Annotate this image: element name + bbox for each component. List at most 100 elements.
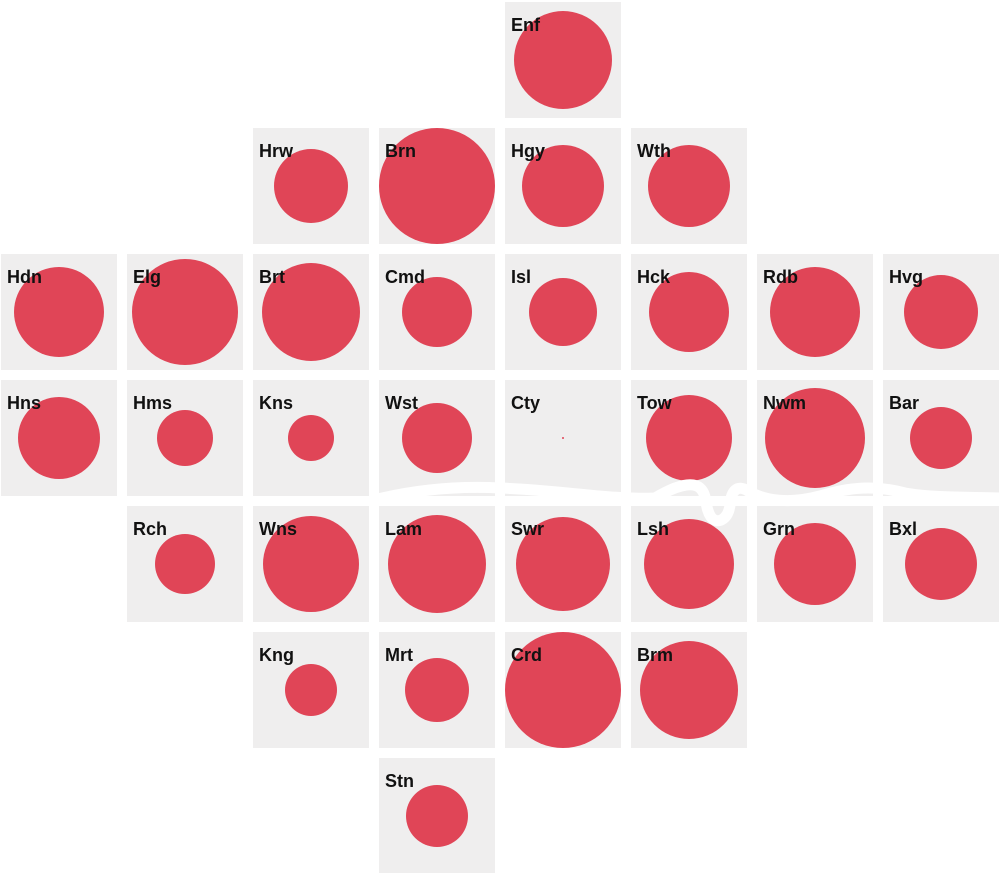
borough-bubble [646,395,732,481]
borough-label: Bar [889,393,919,413]
borough-bubble [405,658,469,722]
borough-label: Brn [385,141,416,161]
borough-label: Wst [385,393,418,413]
borough-bubble [562,437,564,439]
borough-label: Hck [637,267,671,287]
borough-tile [631,632,747,748]
borough-tile [1,380,117,496]
borough-label: Hdn [7,267,42,287]
borough-tile [253,380,369,496]
borough-label: Rdb [763,267,798,287]
borough-tile [883,506,999,622]
borough-label: Kng [259,645,294,665]
borough-tile [1,254,117,370]
borough-label: Stn [385,771,414,791]
borough-label: Enf [511,15,541,35]
borough-label: Elg [133,267,161,287]
borough-label: Tow [637,393,673,413]
borough-tile [757,254,873,370]
borough-bubble [529,278,597,346]
borough-label: Hvg [889,267,923,287]
borough-bubble [904,275,978,349]
borough-label: Isl [511,267,531,287]
borough-tile [253,254,369,370]
borough-label: Brt [259,267,285,287]
borough-bubble [905,528,977,600]
borough-tile [253,632,369,748]
borough-tile [757,506,873,622]
borough-bubble [505,632,621,748]
borough-bubble [402,403,472,473]
borough-tile [127,506,243,622]
borough-tile [379,380,495,496]
borough-bubble [157,410,213,466]
borough-bubble [910,407,972,469]
borough-tile [883,254,999,370]
borough-tile [631,506,747,622]
borough-label: Cmd [385,267,425,287]
borough-bubble [770,267,860,357]
borough-label: Hns [7,393,41,413]
borough-bubble [402,277,472,347]
borough-tile [505,254,621,370]
borough-bubble [649,272,729,352]
borough-tile [505,128,621,244]
borough-label: Hms [133,393,172,413]
borough-label: Wth [637,141,671,161]
borough-tile [127,380,243,496]
borough-bubble [274,149,348,223]
borough-bubble [406,785,468,847]
borough-tile [631,380,747,496]
borough-bubble [285,664,337,716]
borough-label: Hrw [259,141,294,161]
borough-tile [379,254,495,370]
borough-bubble [288,415,334,461]
borough-label: Brm [637,645,673,665]
borough-tile [505,632,621,748]
borough-bubble [155,534,215,594]
borough-label: Bxl [889,519,917,539]
borough-label: Lsh [637,519,669,539]
borough-bubble [765,388,865,488]
borough-bubble [516,517,610,611]
borough-bubble [379,128,495,244]
borough-bubble [522,145,604,227]
borough-label: Rch [133,519,167,539]
borough-tile [379,758,495,873]
borough-tile [505,506,621,622]
borough-tile [253,128,369,244]
borough-tile [505,2,621,118]
borough-label: Swr [511,519,544,539]
borough-bubble [648,145,730,227]
borough-label: Kns [259,393,293,413]
borough-label: Crd [511,645,542,665]
borough-tile [379,128,495,244]
borough-tile [883,380,999,496]
borough-bubble [262,263,360,361]
borough-bubble [18,397,100,479]
borough-label: Cty [511,393,540,413]
borough-label: Wns [259,519,297,539]
river-thames-line [372,479,1000,527]
borough-tile [631,254,747,370]
borough-bubble [14,267,104,357]
borough-bubble [514,11,612,109]
borough-label: Grn [763,519,795,539]
labels-layer: Enf Hrw Brn Hgy Wth Hdn Elg Brt Cmd Isl Hck Rdb Hvg H… [7,15,923,791]
borough-tile [379,506,495,622]
borough-label: Lam [385,519,422,539]
borough-tile [505,380,621,496]
borough-bubble [388,515,486,613]
borough-tile [631,128,747,244]
borough-bubble [774,523,856,605]
borough-label: Hgy [511,141,545,161]
borough-tile [253,506,369,622]
borough-bubble [132,259,238,365]
borough-label: Mrt [385,645,413,665]
borough-tile [379,632,495,748]
borough-bubble [263,516,359,612]
borough-bubble [644,519,734,609]
borough-label: Nwm [763,393,806,413]
